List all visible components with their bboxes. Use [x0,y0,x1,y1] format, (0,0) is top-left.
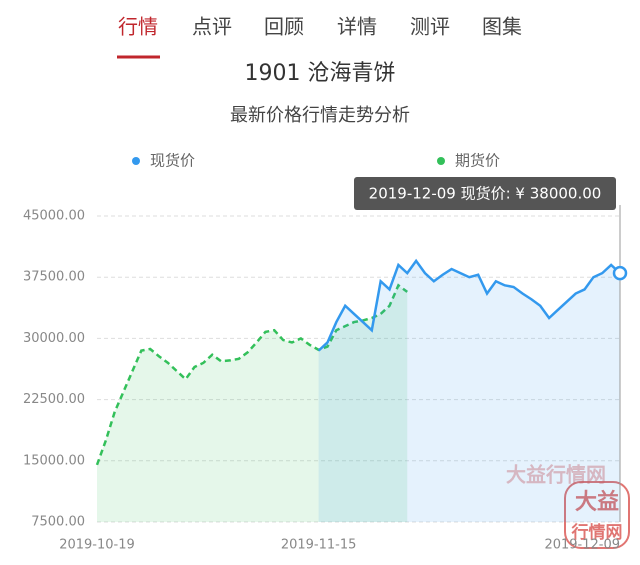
logo-text: 行情网 [571,522,623,543]
tooltip-box [354,177,616,210]
legend-label: 现货价 [150,152,195,170]
tab[interactable]: 测评 [410,15,450,39]
x-tick-label: 2019-11-15 [281,538,357,553]
series-line [317,258,621,352]
chart-title: 1901 沧海青饼 [245,61,396,86]
chart-subtitle: 最新价格行情走势分析 [230,105,410,126]
series-area [97,285,408,522]
legend-marker [437,157,445,165]
legend-marker [132,157,140,165]
series-line [95,283,408,466]
tooltip-text: 2019-12-09 现货价: ¥ 38000.00 [369,185,602,203]
legend-label: 期货价 [455,152,500,170]
y-tick-label: 37500.00 [23,270,85,285]
y-tick-label: 45000.00 [23,209,85,224]
logo-text: 大益 [575,489,619,515]
tab[interactable]: 行情 [118,15,158,39]
logo-frame [564,481,630,549]
tab[interactable]: 详情 [337,15,377,39]
y-tick-label: 7500.00 [31,515,85,530]
y-tick-label: 15000.00 [23,453,85,468]
tab[interactable]: 点评 [192,15,232,39]
tab[interactable]: 图集 [482,15,522,39]
y-tick-label: 30000.00 [23,331,85,346]
highlight-point [612,265,628,281]
x-tick-label: 2019-10-19 [59,538,135,553]
tab[interactable]: 回顾 [264,15,304,39]
x-tick-label: 2019-12-09 [544,538,620,553]
series-area [318,260,620,522]
y-tick-label: 22500.00 [23,392,85,407]
